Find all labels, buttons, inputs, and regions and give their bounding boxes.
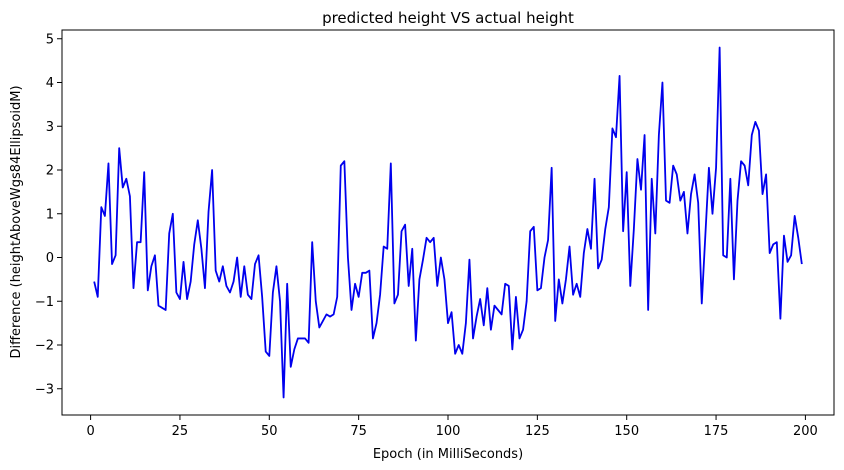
y-tick-label: −1 <box>35 295 54 310</box>
y-tick-label: −2 <box>35 339 54 354</box>
y-axis-ticks: −3 −2 −1 0 1 2 3 4 5 <box>35 32 62 397</box>
y-tick-label: 1 <box>46 207 54 222</box>
y-tick-label: 4 <box>46 76 54 91</box>
y-tick-label: −3 <box>35 382 54 397</box>
x-tick-label: 150 <box>614 424 639 439</box>
y-tick-label: 3 <box>46 120 54 135</box>
x-axis-label: Epoch (in MilliSeconds) <box>373 447 523 462</box>
x-tick-label: 100 <box>436 424 461 439</box>
y-tick-label: 0 <box>46 251 54 266</box>
y-tick-label: 2 <box>46 164 54 179</box>
x-tick-label: 75 <box>350 424 367 439</box>
x-tick-label: 175 <box>704 424 729 439</box>
x-tick-label: 125 <box>525 424 550 439</box>
plot-frame <box>61 29 835 416</box>
x-tick-label: 25 <box>172 424 189 439</box>
x-tick-label: 50 <box>261 424 278 439</box>
y-axis-label: Difference (heightAboveWgs84EllipsoidM) <box>9 85 24 358</box>
x-axis-ticks: 0 25 50 75 100 125 150 175 200 <box>86 415 818 439</box>
chart-title: predicted height VS actual height <box>322 9 574 27</box>
series-line <box>93 46 803 399</box>
x-tick-label: 0 <box>86 424 94 439</box>
y-tick-label: 5 <box>46 32 54 47</box>
x-tick-label: 200 <box>793 424 818 439</box>
